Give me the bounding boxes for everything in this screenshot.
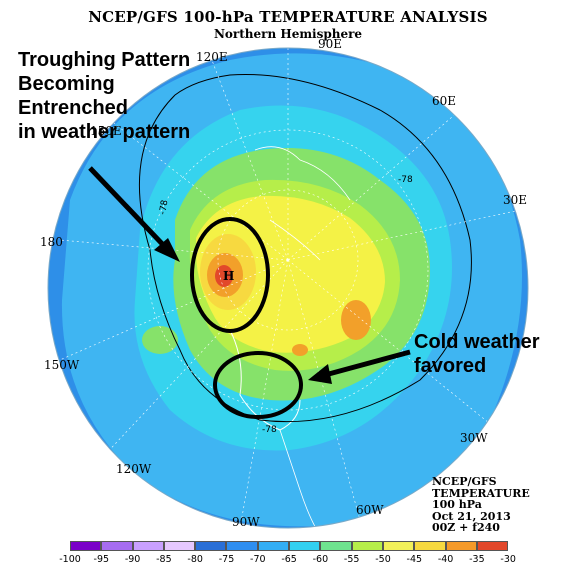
annotation-troughing: Troughing Pattern Becoming Entrenched in…	[18, 48, 190, 144]
contour-label-west: -78	[158, 199, 170, 215]
lon-label-150e: 150E	[90, 124, 122, 138]
lon-label-30e: 30E	[503, 193, 528, 207]
legend-tick-label: -45	[406, 554, 423, 565]
lon-label-60w: 60W	[356, 503, 384, 517]
legend-swatch	[476, 541, 509, 551]
info-block: NCEP/GFS TEMPERATURE 100 hPa Oct 21, 201…	[432, 476, 530, 534]
legend-swatch	[132, 541, 164, 551]
lon-label-120e: 120E	[196, 50, 228, 64]
lon-label-120w: 120W	[116, 462, 152, 476]
yellow-band	[196, 195, 385, 353]
legend-tick-label: -55	[343, 554, 360, 565]
info-line: TEMPERATURE	[432, 486, 530, 500]
legend-tick-label: -35	[469, 554, 485, 565]
legend-swatch	[257, 541, 290, 551]
legend-tick-label: -75	[218, 554, 235, 565]
legend-tick-label: -60	[312, 554, 329, 565]
annotation-line: Cold weather	[414, 331, 540, 353]
legend-swatch	[70, 541, 102, 551]
info-line: NCEP/GFS	[432, 475, 497, 488]
legend-swatch	[382, 541, 415, 551]
legend-swatch	[101, 541, 133, 551]
legend-tick-label: -40	[437, 554, 454, 565]
legend-swatch	[195, 541, 227, 551]
lon-label-30w: 30W	[460, 431, 488, 445]
cold-ellipse	[213, 351, 303, 419]
annotation-line: favored	[414, 355, 487, 377]
legend-swatch	[414, 541, 446, 551]
legend-swatch	[226, 541, 258, 551]
coastline-south	[279, 429, 321, 528]
red-core	[215, 265, 233, 287]
green-patch-west	[142, 326, 178, 354]
legend-swatch	[320, 541, 352, 551]
info-line: 00Z + f240	[432, 521, 500, 534]
legend-tick-label: -85	[156, 554, 172, 565]
lon-label-180: 180	[40, 235, 63, 249]
annotation-line: Entrenched	[18, 97, 129, 119]
legend-ticks: -100 -95 -90 -85 -80 -75 -70 -65 -60 -55 -50 -45 -40…	[52, 554, 532, 568]
lon-label-150w: 150W	[44, 358, 80, 372]
legend-swatch	[351, 541, 383, 551]
legend-tick-label: -70	[250, 554, 266, 565]
map-subtitle: Northern Hemisphere	[213, 27, 363, 41]
map-title: NCEP/GFS 100-hPa TEMPERATURE ANALYSIS	[88, 8, 488, 26]
map-border	[47, 47, 529, 529]
info-line: 100 hPa	[432, 498, 482, 511]
legend-swatch	[163, 541, 196, 551]
legend-tick-label: -95	[93, 554, 110, 565]
annotation-cold-weather: Cold weather favored	[414, 330, 540, 378]
contour-label: -78	[398, 175, 413, 185]
legend-tick-label: -100	[59, 554, 81, 565]
legend-tick-label: -90	[124, 554, 141, 565]
coastline-north	[254, 146, 351, 261]
lon-label-90w: 90W	[232, 515, 260, 529]
arrow-right	[308, 349, 411, 384]
lon-label-60e: 60E	[432, 94, 457, 108]
annotation-line: Becoming	[18, 73, 115, 95]
lon-label-90e: 90E	[318, 37, 343, 51]
high-marker: H	[223, 269, 234, 283]
coastline	[229, 329, 301, 431]
legend-tick-label: -50	[375, 554, 391, 565]
info-line: Oct 21, 2013	[432, 509, 511, 523]
graticule	[59, 48, 521, 528]
small-orange-patch	[292, 344, 308, 356]
annotation-line: in weather pattern	[18, 121, 191, 143]
arrow-left	[88, 166, 180, 262]
contour-label-south: -78	[262, 425, 277, 435]
color-legend	[70, 541, 509, 551]
legend-swatch	[445, 541, 477, 551]
legend-tick-label: -65	[281, 554, 297, 565]
orange-patch	[341, 300, 371, 340]
contour-line	[138, 73, 472, 423]
legend-tick-label: -80	[187, 554, 203, 565]
legend-swatch	[289, 541, 321, 551]
trough-ellipse	[190, 217, 270, 333]
legend-tick-label: -30	[500, 554, 516, 565]
annotation-line: Troughing Pattern	[18, 49, 191, 71]
